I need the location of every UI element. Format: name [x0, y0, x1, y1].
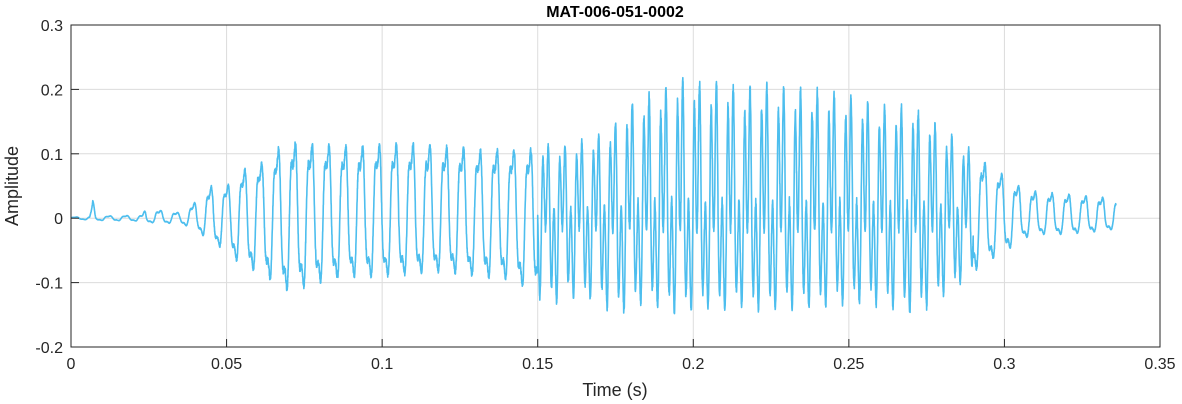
- x-tick-label: 0.35: [1144, 356, 1175, 373]
- chart-title: MAT-006-051-0002: [546, 4, 684, 21]
- y-tick-label: -0.1: [35, 276, 63, 293]
- x-tick-label: 0.2: [682, 356, 704, 373]
- y-tick-label: -0.2: [35, 340, 63, 357]
- y-axis-label: Amplitude: [2, 146, 22, 226]
- grid: [70, 24, 1161, 348]
- x-tick-label: 0.15: [522, 356, 553, 373]
- x-tick-label: 0: [67, 356, 76, 373]
- x-tick-label: 0.25: [833, 356, 864, 373]
- x-tick-label: 0.3: [993, 356, 1015, 373]
- axes-box: [70, 24, 1161, 348]
- y-axis: -0.2 -0.1 0 0.1 0.2 0.3: [35, 18, 79, 357]
- x-tick-label: 0.1: [371, 356, 393, 373]
- plot-area: [70, 76, 1117, 315]
- waveform-line: [70, 76, 1117, 315]
- y-tick-label: 0.3: [41, 18, 63, 35]
- x-tick-label: 0.05: [211, 356, 242, 373]
- y-tick-label: 0.1: [41, 147, 63, 164]
- x-axis-label: Time (s): [582, 380, 647, 400]
- y-tick-label: 0: [54, 211, 63, 228]
- y-tick-label: 0.2: [41, 82, 63, 99]
- x-axis: 0 0.05 0.1 0.15 0.2 0.25 0.3 0.35: [67, 339, 1176, 373]
